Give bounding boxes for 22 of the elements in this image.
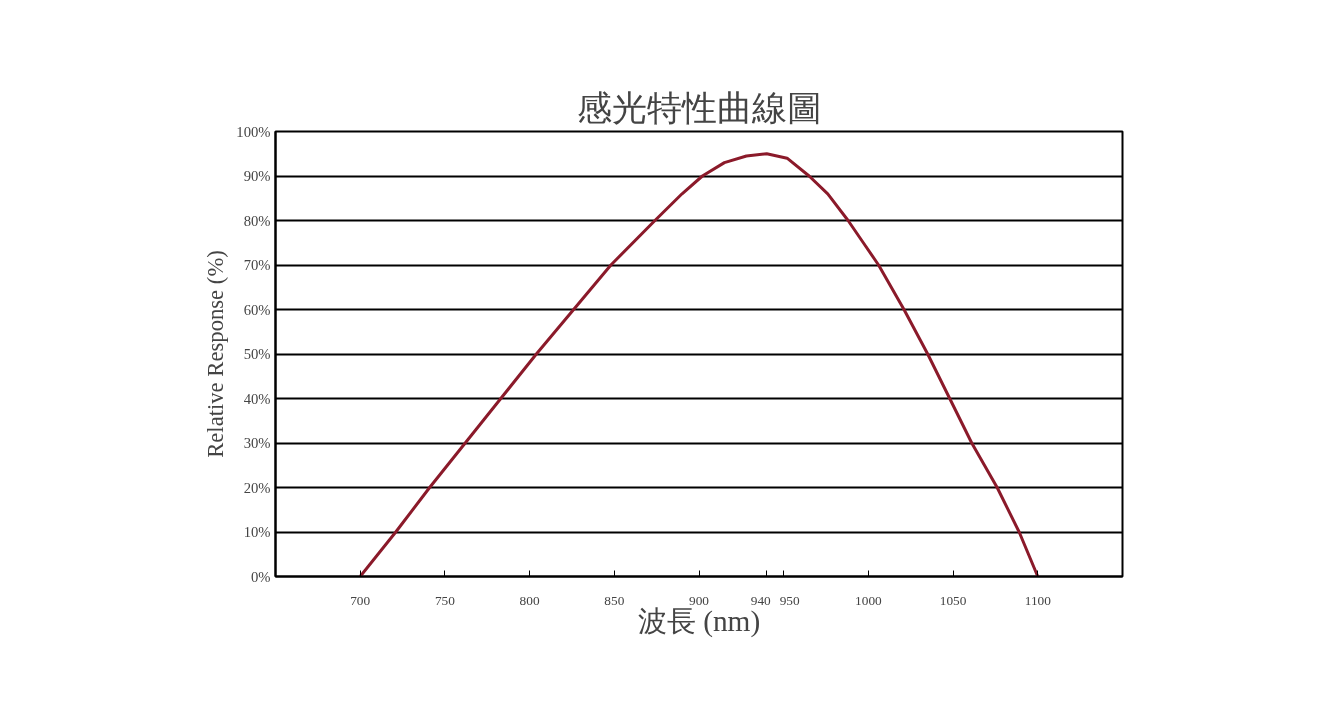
y-tick-label: 90% — [243, 168, 271, 184]
x-tick-label: 750 — [434, 592, 456, 608]
x-tick-label: 700 — [350, 592, 371, 608]
x-tick-label: 850 — [604, 592, 625, 608]
y-axis-title: Relative Response (%) — [203, 250, 229, 458]
line-series — [358, 152, 1040, 577]
x-tick-label: 1100 — [1024, 592, 1052, 608]
y-tick-label: 50% — [243, 346, 271, 362]
y-tick-label: 40% — [243, 390, 271, 407]
y-tick-label: 20% — [243, 479, 271, 496]
y-tick-label: 10% — [243, 524, 271, 540]
x-tick-label: 950 — [779, 592, 801, 608]
y-tick-label: 70% — [243, 257, 271, 273]
chart-title: 感光特性曲線圖 — [576, 88, 822, 127]
x-tick-label: 1050 — [939, 592, 967, 608]
x-tick-label: 800 — [519, 592, 540, 608]
y-tick-label: 0% — [250, 568, 271, 585]
y-tick-label: 80% — [243, 212, 271, 229]
y-tick-label: 100% — [236, 123, 271, 140]
y-tick-label: 30% — [243, 435, 271, 451]
x-tick-label: 1000 — [855, 592, 883, 608]
y-tick-label: 60% — [243, 301, 271, 318]
